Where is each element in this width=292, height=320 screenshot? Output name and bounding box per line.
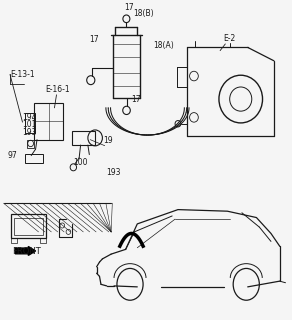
Text: 193: 193: [106, 168, 120, 177]
Text: 193: 193: [22, 128, 37, 137]
Bar: [25, 154, 43, 164]
Text: 17: 17: [89, 35, 99, 44]
Text: 19: 19: [103, 136, 113, 145]
Bar: [40, 238, 46, 243]
Text: 194: 194: [22, 113, 37, 122]
Text: E-2: E-2: [223, 34, 235, 43]
Bar: [11, 238, 17, 243]
Text: 101: 101: [22, 120, 37, 129]
Text: 17: 17: [124, 3, 134, 12]
Text: 17: 17: [131, 95, 140, 104]
Text: E-16-1: E-16-1: [46, 85, 70, 94]
FancyArrow shape: [15, 246, 36, 255]
Ellipse shape: [117, 268, 143, 300]
Bar: [34, 103, 63, 140]
Ellipse shape: [233, 268, 259, 300]
Bar: [25, 113, 35, 133]
Text: 18(B): 18(B): [133, 9, 154, 18]
Text: 97: 97: [8, 151, 18, 160]
Text: FRONT: FRONT: [12, 247, 41, 256]
Text: E-13-1: E-13-1: [10, 69, 35, 79]
Text: 18(A): 18(A): [153, 41, 174, 50]
Bar: [72, 131, 95, 145]
Bar: [27, 140, 34, 148]
Bar: [11, 214, 46, 238]
Bar: [14, 218, 43, 235]
Text: 100: 100: [73, 158, 87, 167]
